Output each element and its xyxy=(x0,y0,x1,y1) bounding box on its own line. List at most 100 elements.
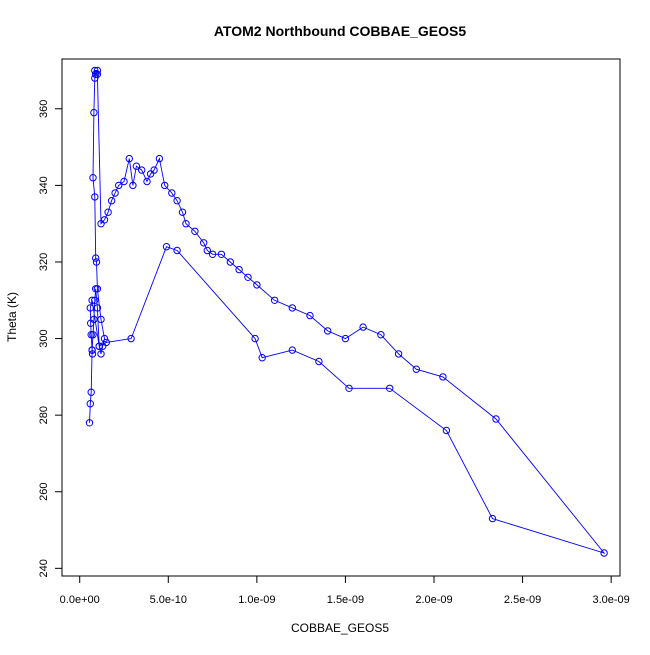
y-tick-label: 240 xyxy=(38,559,50,577)
data-point xyxy=(359,323,367,331)
data-point xyxy=(88,346,96,354)
data-point xyxy=(91,193,99,201)
data-point xyxy=(86,304,95,312)
data-point xyxy=(102,338,111,347)
data-point xyxy=(161,181,169,190)
data-point xyxy=(150,166,158,174)
data-point xyxy=(92,258,101,266)
y-tick-label: 260 xyxy=(38,483,50,501)
data-point xyxy=(173,246,181,255)
data-point xyxy=(129,181,137,190)
data-point xyxy=(87,319,95,327)
data-point xyxy=(600,549,608,557)
data-point xyxy=(93,70,102,79)
data-point xyxy=(412,365,420,373)
data-point xyxy=(226,258,235,266)
series-line xyxy=(89,70,606,554)
y-tick-label: 340 xyxy=(38,176,50,194)
x-tick-label: 1.0e-09 xyxy=(238,594,275,606)
x-tick-label: 0.0e+00 xyxy=(60,594,100,606)
data-point xyxy=(155,154,164,163)
data-point xyxy=(87,388,95,396)
data-point xyxy=(120,177,128,186)
data-point xyxy=(87,331,95,339)
data-point xyxy=(258,354,266,362)
data-point xyxy=(89,174,97,182)
data-point xyxy=(88,296,96,304)
data-point xyxy=(492,415,500,423)
data-layer xyxy=(85,66,608,557)
data-point xyxy=(93,285,102,293)
y-tick-label: 360 xyxy=(38,100,50,118)
data-point xyxy=(111,189,119,197)
data-point xyxy=(270,296,279,304)
data-point xyxy=(132,162,141,170)
data-point xyxy=(97,315,105,324)
data-point xyxy=(244,273,252,281)
data-point xyxy=(91,74,99,82)
x-tick-label: 1.5e-09 xyxy=(327,594,364,606)
y-tick-label: 320 xyxy=(38,253,50,271)
data-point xyxy=(324,327,332,335)
x-axis-label: COBBAE_GEOS5 xyxy=(291,621,389,635)
data-point xyxy=(104,208,112,216)
data-point xyxy=(288,346,296,354)
data-point xyxy=(97,350,105,358)
x-tick-label: 3.0e-09 xyxy=(592,594,629,606)
data-point xyxy=(90,108,98,117)
data-point xyxy=(100,216,109,224)
data-point xyxy=(235,265,243,274)
data-point xyxy=(394,350,403,358)
x-tick-label: 5.0e-10 xyxy=(150,594,187,606)
y-axis-label: Theta (K) xyxy=(5,292,19,342)
data-point xyxy=(143,177,151,186)
data-point xyxy=(488,514,497,523)
data-point xyxy=(306,311,314,320)
data-point xyxy=(345,384,353,392)
data-point xyxy=(253,281,261,289)
data-point xyxy=(442,426,451,435)
data-point xyxy=(162,243,171,251)
data-point xyxy=(93,66,102,75)
data-point xyxy=(168,189,176,197)
data-point xyxy=(182,220,190,228)
data-point xyxy=(439,373,447,381)
data-point xyxy=(315,357,323,366)
data-point xyxy=(251,334,259,343)
data-point xyxy=(93,304,102,312)
data-point xyxy=(208,250,217,259)
data-point xyxy=(341,334,350,343)
data-point xyxy=(173,197,181,205)
data-point xyxy=(115,181,123,190)
data-point xyxy=(107,197,116,205)
data-point xyxy=(125,154,134,163)
data-point xyxy=(91,66,99,75)
data-point xyxy=(91,296,99,304)
data-point xyxy=(203,246,212,255)
x-tick-label: 2.0e-09 xyxy=(415,594,452,606)
data-point xyxy=(95,342,103,350)
x-tick-label: 2.5e-09 xyxy=(504,594,541,606)
data-point xyxy=(191,227,199,236)
data-point xyxy=(217,250,226,259)
y-axis: 240 260 280 300 320 340 360 xyxy=(38,100,63,578)
y-tick-label: 280 xyxy=(38,406,50,424)
data-point xyxy=(86,400,95,408)
data-point xyxy=(92,254,100,262)
y-tick-label: 300 xyxy=(38,329,50,347)
data-point xyxy=(88,350,97,358)
data-point xyxy=(178,208,187,216)
data-point xyxy=(288,304,296,312)
chart-title: ATOM2 Northbound COBBAE_GEOS5 xyxy=(214,23,466,39)
data-point xyxy=(200,239,208,247)
data-point xyxy=(127,334,135,343)
data-point xyxy=(138,166,146,174)
plot-frame xyxy=(61,58,621,577)
data-point xyxy=(386,384,394,392)
data-point xyxy=(377,331,385,339)
x-axis: 0.0e+00 5.0e-10 1.0e-09 1.5e-09 2.0e-09 2.5e-… xyxy=(60,575,630,606)
data-point xyxy=(100,334,109,343)
data-point xyxy=(85,419,94,427)
